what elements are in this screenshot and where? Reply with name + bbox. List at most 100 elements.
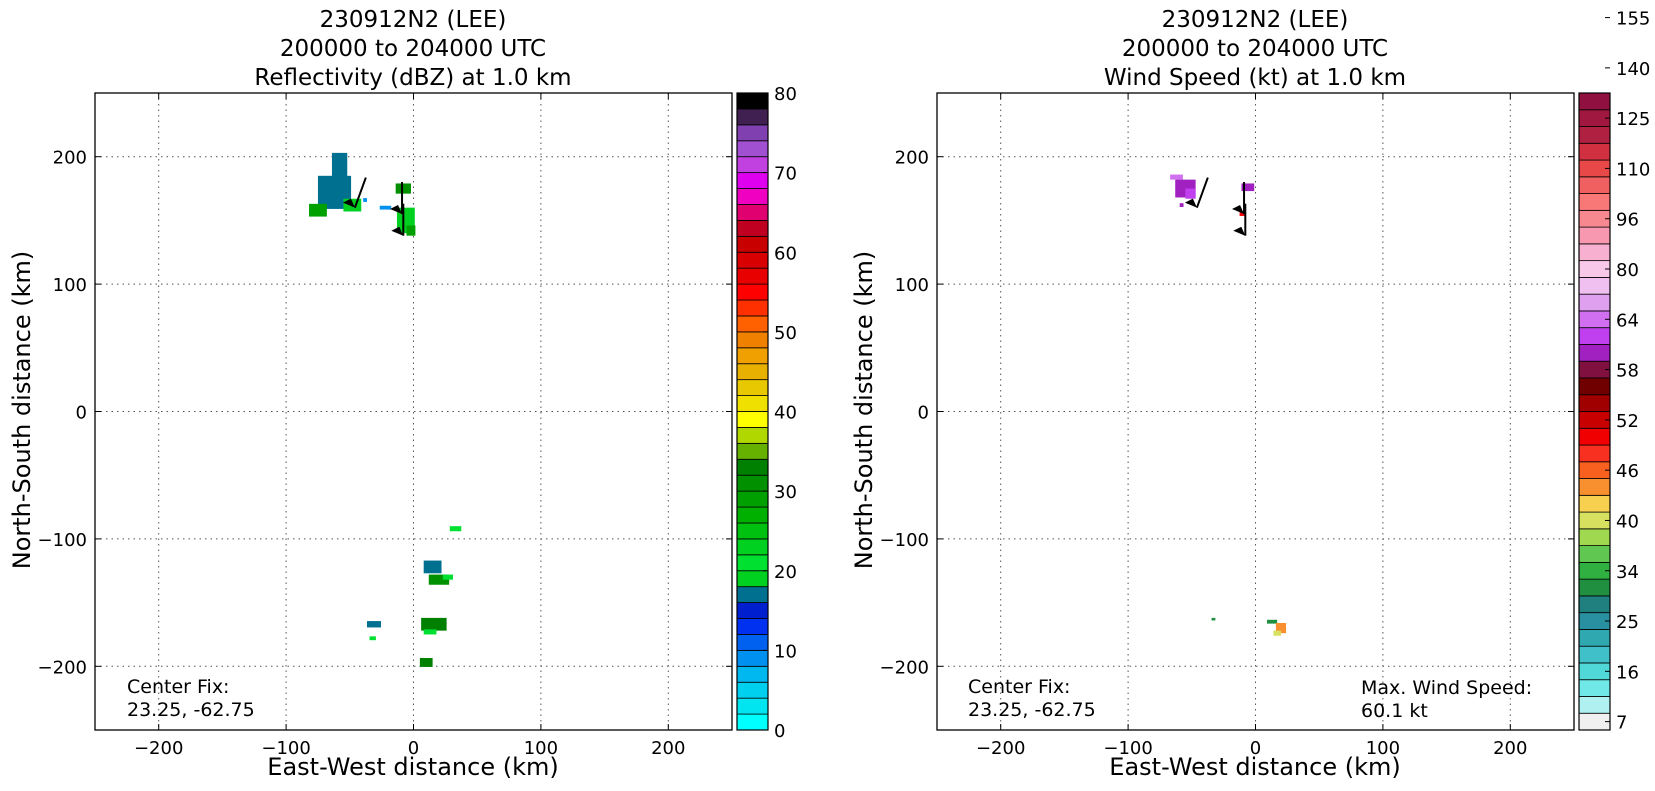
wind-colorbar-segment — [1578, 645, 1611, 664]
wind-x-tick-label: 100 — [1366, 738, 1400, 759]
wind-colorbar-tick-label: 46 — [1616, 461, 1639, 482]
reflectivity-colorbar-segment — [736, 156, 769, 174]
wind-echo-cell — [1185, 188, 1196, 199]
wind-x-tick-label: 0 — [1250, 738, 1261, 759]
reflectivity-y-axis-label: North-South distance (km) — [8, 251, 36, 570]
wind-y-tick-label: −200 — [880, 657, 929, 678]
reflectivity-colorbar-segment — [736, 347, 769, 365]
wind-title-line1: 230912N2 (LEE) — [1162, 7, 1349, 33]
wind-colorbar-segment — [1578, 293, 1611, 312]
reflectivity-colorbar-tick-label: 20 — [774, 562, 797, 583]
wind-speed-colorbar: 7 16 25 34 40 46 52 58 64 80 96 110 125 140 155 — [1578, 9, 1650, 734]
reflectivity-x-axis-label: East-West distance (km) — [267, 753, 558, 781]
wind-colorbar-segment — [1578, 595, 1611, 614]
wind-max-speed-label: Max. Wind Speed: — [1361, 677, 1532, 699]
wind-y-tick-label: 0 — [918, 403, 929, 424]
wind-barb-flag — [342, 198, 355, 208]
reflectivity-colorbar-segment — [736, 267, 769, 285]
wind-barb — [1232, 182, 1246, 215]
wind-colorbar-segment — [1578, 394, 1611, 412]
wind-barb-staff — [353, 177, 367, 209]
wind-colorbar-tick-label: 110 — [1616, 159, 1650, 180]
wind-barb — [342, 177, 367, 209]
wind-echo-cell — [1241, 183, 1255, 192]
wind-colorbar-segment — [1578, 444, 1611, 463]
reflectivity-colorbar-segment — [736, 681, 769, 699]
reflectivity-x-tick-label: 0 — [408, 738, 419, 759]
wind-colorbar-segment — [1578, 494, 1611, 513]
reflectivity-colorbar-segment — [736, 235, 769, 253]
wind-colorbar-segment — [1578, 545, 1611, 563]
wind-barb-flag — [1184, 198, 1197, 208]
wind-speed-plot-area: −200 −100 0 100 200 −200 −100 0 100 200 — [880, 92, 1575, 759]
wind-colorbar-segment — [1578, 578, 1611, 597]
reflectivity-y-tick-label: 200 — [53, 148, 87, 169]
wind-barb — [391, 203, 405, 236]
reflectivity-echo-cell — [442, 574, 453, 580]
reflectivity-plot-area: −200 −100 0 100 200 −200 −100 0 100 200 — [38, 92, 733, 759]
wind-colorbar-segment — [1578, 142, 1611, 161]
wind-colorbar-segment — [1578, 377, 1611, 396]
reflectivity-title-line2: 200000 to 204000 UTC — [280, 36, 546, 62]
reflectivity-y-tick-label: −100 — [38, 530, 87, 551]
wind-colorbar-segment — [1578, 92, 1611, 111]
wind-y-tick-label: 100 — [895, 275, 929, 296]
reflectivity-center-fix-value: 23.25, -62.75 — [127, 699, 255, 721]
reflectivity-echo-cell — [419, 658, 433, 667]
wind-colorbar-segment — [1578, 528, 1611, 547]
reflectivity-colorbar-segment — [736, 538, 769, 556]
wind-echo-cell — [1239, 212, 1246, 216]
reflectivity-y-tick-label: 100 — [53, 275, 87, 296]
reflectivity-colorbar-tick-label: 50 — [774, 323, 797, 344]
wind-colorbar-tick-label: 40 — [1616, 511, 1639, 532]
reflectivity-echo-cell — [395, 183, 411, 194]
reflectivity-colorbar-segment — [736, 586, 769, 603]
reflectivity-colorbar-segment — [736, 172, 769, 189]
reflectivity-colorbar-tick-label: 80 — [774, 84, 797, 105]
wind-center-fix-value: 23.25, -62.75 — [968, 699, 1096, 721]
wind-colorbar-segment — [1578, 226, 1611, 245]
reflectivity-colorbar-segment — [736, 188, 769, 205]
wind-colorbar-segment — [1578, 478, 1611, 496]
reflectivity-colorbar-segment — [736, 458, 769, 476]
wind-colorbar-segment — [1578, 427, 1611, 446]
wind-barb-flag — [1233, 226, 1246, 236]
reflectivity-colorbar-segment — [736, 363, 769, 381]
reflectivity-colorbar-segment — [736, 140, 769, 158]
wind-echo-cell — [1275, 622, 1287, 634]
wind-echo-cell — [1170, 174, 1183, 180]
wind-echo-cell — [1211, 617, 1216, 621]
reflectivity-colorbar-tick-label: 0 — [774, 721, 785, 742]
wind-colorbar-segment — [1578, 629, 1611, 647]
wind-colorbar-tick-label: 58 — [1616, 361, 1639, 382]
wind-max-speed-value: 60.1 kt — [1361, 700, 1428, 722]
wind-colorbar-segment — [1578, 243, 1611, 262]
wind-y-tick-label: 200 — [895, 148, 929, 169]
reflectivity-echo-cell — [331, 152, 348, 179]
reflectivity-colorbar-segment — [736, 379, 769, 396]
reflectivity-echo-cell — [369, 636, 376, 641]
reflectivity-colorbar-segment — [736, 251, 769, 269]
reflectivity-colorbar-segment — [736, 602, 769, 619]
reflectivity-colorbar-segment — [736, 570, 769, 588]
reflectivity-y-tick-label: −200 — [38, 657, 87, 678]
reflectivity-colorbar-tick-label: 10 — [774, 641, 797, 662]
reflectivity-colorbar-segment — [736, 522, 769, 540]
reflectivity-colorbar-tick-label: 70 — [774, 164, 797, 185]
reflectivity-echo-cell — [421, 617, 447, 631]
wind-barb-flag — [391, 226, 404, 236]
wind-colorbar-tick-label: 155 — [1616, 9, 1650, 30]
reflectivity-x-tick-label: −200 — [134, 738, 183, 759]
wind-colorbar-tick-label: 140 — [1616, 59, 1650, 80]
reflectivity-colorbar-segment — [736, 474, 769, 492]
reflectivity-colorbar-segment — [736, 442, 769, 460]
reflectivity-panel: 230912N2 (LEE) 200000 to 204000 UTC Refl… — [8, 7, 797, 781]
wind-colorbar-segment — [1578, 176, 1611, 194]
wind-y-tick-label: −100 — [880, 530, 929, 551]
wind-colorbar-segment — [1578, 344, 1611, 362]
wind-colorbar-frame — [1578, 92, 1611, 731]
reflectivity-colorbar-tick-label: 40 — [774, 403, 797, 424]
wind-title-line3: Wind Speed (kt) at 1.0 km — [1104, 65, 1406, 91]
reflectivity-colorbar-segment — [736, 634, 769, 651]
